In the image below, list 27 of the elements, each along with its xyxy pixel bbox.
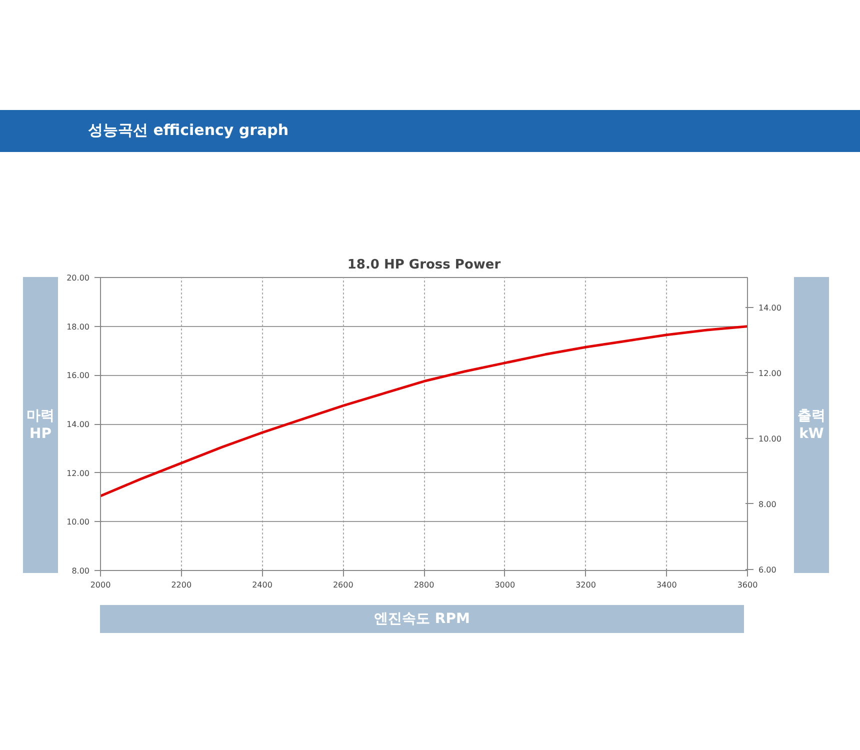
- y-tick-label: 12.00: [66, 468, 90, 478]
- text: 성능곡선 efficiency graph: [88, 121, 289, 141]
- x-tick-label: 3600: [737, 580, 758, 590]
- x-tick-label: 3400: [656, 580, 677, 590]
- y2-tick-label: 10.00: [758, 434, 782, 444]
- chart-title: 18.0 HP Gross Power: [347, 258, 502, 272]
- y-tick-label: 8.00: [72, 566, 90, 576]
- x-tick-label: 2600: [332, 580, 354, 590]
- y2-axis-title: 출력 kW: [798, 406, 826, 444]
- x-tick-label: 2400: [252, 580, 272, 590]
- y-axis-title: 마력 HP: [26, 406, 54, 444]
- y2-tick-label: 12.00: [758, 368, 782, 378]
- y-tick-label: 16.00: [66, 371, 90, 380]
- x-tick-label: 2800: [414, 580, 434, 590]
- y-tick-label: 14.00: [66, 420, 90, 429]
- y2-tick-label: 8.00: [758, 500, 776, 509]
- y2-tick-label: 14.00: [758, 303, 782, 312]
- y-tick-label: 18.00: [66, 322, 90, 332]
- x-axis-title: 엔진속도 RPM: [374, 610, 470, 628]
- x-tick-label: 3200: [576, 580, 596, 590]
- y-tick-label: 20.00: [66, 274, 90, 282]
- y-tick-label: 10.00: [66, 518, 90, 527]
- y2-tick-label: 6.00: [758, 566, 776, 575]
- x-tick-label: 2200: [171, 580, 192, 590]
- line-series: [100, 325, 748, 498]
- x-tick-label: 3000: [494, 580, 516, 590]
- x-tick-label: 2000: [90, 580, 111, 590]
